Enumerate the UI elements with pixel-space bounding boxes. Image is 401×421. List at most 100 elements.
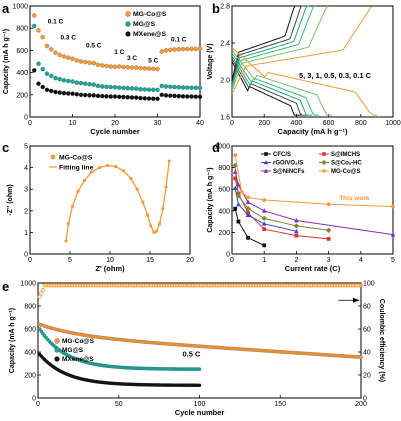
panel-a-rate-label: 0.1 C [171,37,187,44]
panel-a-point-1 [180,85,186,90]
panel-a-point-1 [57,77,62,82]
panel-a-point-1 [61,78,67,83]
panel-a-point-1 [159,83,164,89]
panel-d-line-3 [234,165,329,231]
panel-b-ytick-label: 2.4 [220,41,230,48]
panel-d-point-5 [326,202,331,207]
panel-a-rate-label: 0.5 C [86,43,102,50]
panel-e-xtick-label: 50 [115,401,123,408]
panel-a-point-2 [151,96,156,101]
panel-a-point-1 [74,80,79,85]
panel-a-rate-label: 0.1 C [48,18,64,25]
panel-a-point-0 [78,59,84,64]
panel-a-point-0 [197,46,203,51]
panel-b-ytick-label: 2.0 [220,78,230,85]
panel-a-point-0 [163,48,169,53]
panel-e-xtick-label: 100 [194,401,206,408]
panel-d-xtick-label: 3 [327,257,331,264]
panel-a-point-0 [74,58,79,63]
panel-letter: b [212,1,220,16]
panel-d-point-0 [246,235,250,240]
panel-c-point [149,224,153,228]
panel-a-point-2 [185,94,190,99]
panel-b-ylabel: Voltage (V) [207,43,214,79]
panel-a-point-1 [36,61,41,66]
panel-a-point-0 [104,63,109,69]
panel-a-point-2 [159,92,164,98]
panel-a-point-0 [91,60,96,66]
panel-c-point [122,169,126,173]
panel-b-xtick-label: 400 [291,120,303,127]
panel-a-point-0 [138,65,143,71]
panel-d-point-5 [233,153,238,158]
panel-a-point-1 [53,75,58,81]
panel-d-point-4 [232,169,238,174]
panel-c-fitting-line [65,161,170,242]
panel-a-point-2 [129,95,135,100]
panel-b-ytick-label: 2.8 [220,4,230,11]
panel-a-point-1 [138,87,143,92]
panel-a-point-0 [66,55,71,60]
panel-e-ytick-label: 600 [24,327,36,334]
panel-b-charge-1 [231,5,310,86]
panel-a-ylabel: Capacity (mA h g⁻¹) [3,29,10,94]
panel-a-point-2 [83,92,88,98]
panel-d-line-5 [234,155,394,207]
panel-c-ytick-label: 3 [24,187,28,194]
panel-d-point-1 [262,227,267,232]
panel-a-legend-marker [125,11,131,17]
panel-c-point [66,222,70,226]
panel-d-legend-marker [264,152,268,156]
panel-a-point-2 [104,94,109,99]
panel-a-point-2 [74,92,79,97]
panel-a-point-1 [155,87,160,93]
panel-c-point [141,200,145,204]
panel-b-discharge-0.5 [231,52,319,116]
panel-d-legend-marker [322,169,326,173]
panel-c-point [76,189,80,193]
panel-a-legend-label: MG-Co@S [133,11,167,18]
panel-c-ytick-label: 5 [24,144,28,151]
panel-e-ytick-label: 400 [24,350,36,357]
panel-d-xtick-label: 4 [359,257,363,264]
panel-e-point-2 [197,383,202,388]
panel-d-xtick-label: 1 [262,257,266,264]
panel-a-point-0 [172,47,177,52]
panel-a-rate-label: 5 C [148,58,158,65]
panel-b-xtick-label: 800 [355,120,367,127]
panel-c-ylabel: -Z'' (ohm) [7,184,14,215]
panel-c-point [161,207,165,211]
panel-a-point-1 [134,86,139,91]
panel-a-point-1 [70,79,75,84]
panel-b-charge-0.5 [231,5,316,89]
panel-c-legend-marker [50,154,56,160]
panel-a-point-2 [49,88,54,94]
panel-a-point-1 [168,84,173,90]
panel-d-ytick-label: 1000 [214,144,230,151]
panel-a-point-0 [83,59,88,65]
panel-a-xtick-label: 10 [69,120,77,127]
panel-e-ytick-label: 800 [24,304,36,311]
panel-b-discharge-0.1 [231,47,377,116]
panel-a-point-0 [159,49,164,54]
panel-a-point-1 [78,80,84,86]
panel-a-point-1 [83,81,88,86]
panel-a-point-0 [189,46,194,52]
panel-a-point-0 [168,47,173,53]
panel-d-legend-marker [321,159,327,166]
panel-e-point-0 [359,355,363,359]
panel-a-point-1 [108,84,113,90]
panel-d-ytick-label: 800 [218,165,230,172]
panel-d-point-4 [261,208,267,213]
panel-a-rate-label: 1 C [114,49,124,56]
panel-c-ytick-label: 1 [24,230,28,237]
panel-e-legend-label: MXene@S [62,356,94,363]
panel-d-legend-marker [322,152,326,156]
panel-b-xlabel: Capacity (mA h g⁻¹) [278,127,348,136]
panel-b-xtick-label: 1000 [385,120,401,127]
panel-d-annotation: This work [339,195,370,202]
panel-a-point-1 [91,82,96,87]
panel-a-point-1 [95,83,101,89]
panel-c-point [135,187,139,191]
